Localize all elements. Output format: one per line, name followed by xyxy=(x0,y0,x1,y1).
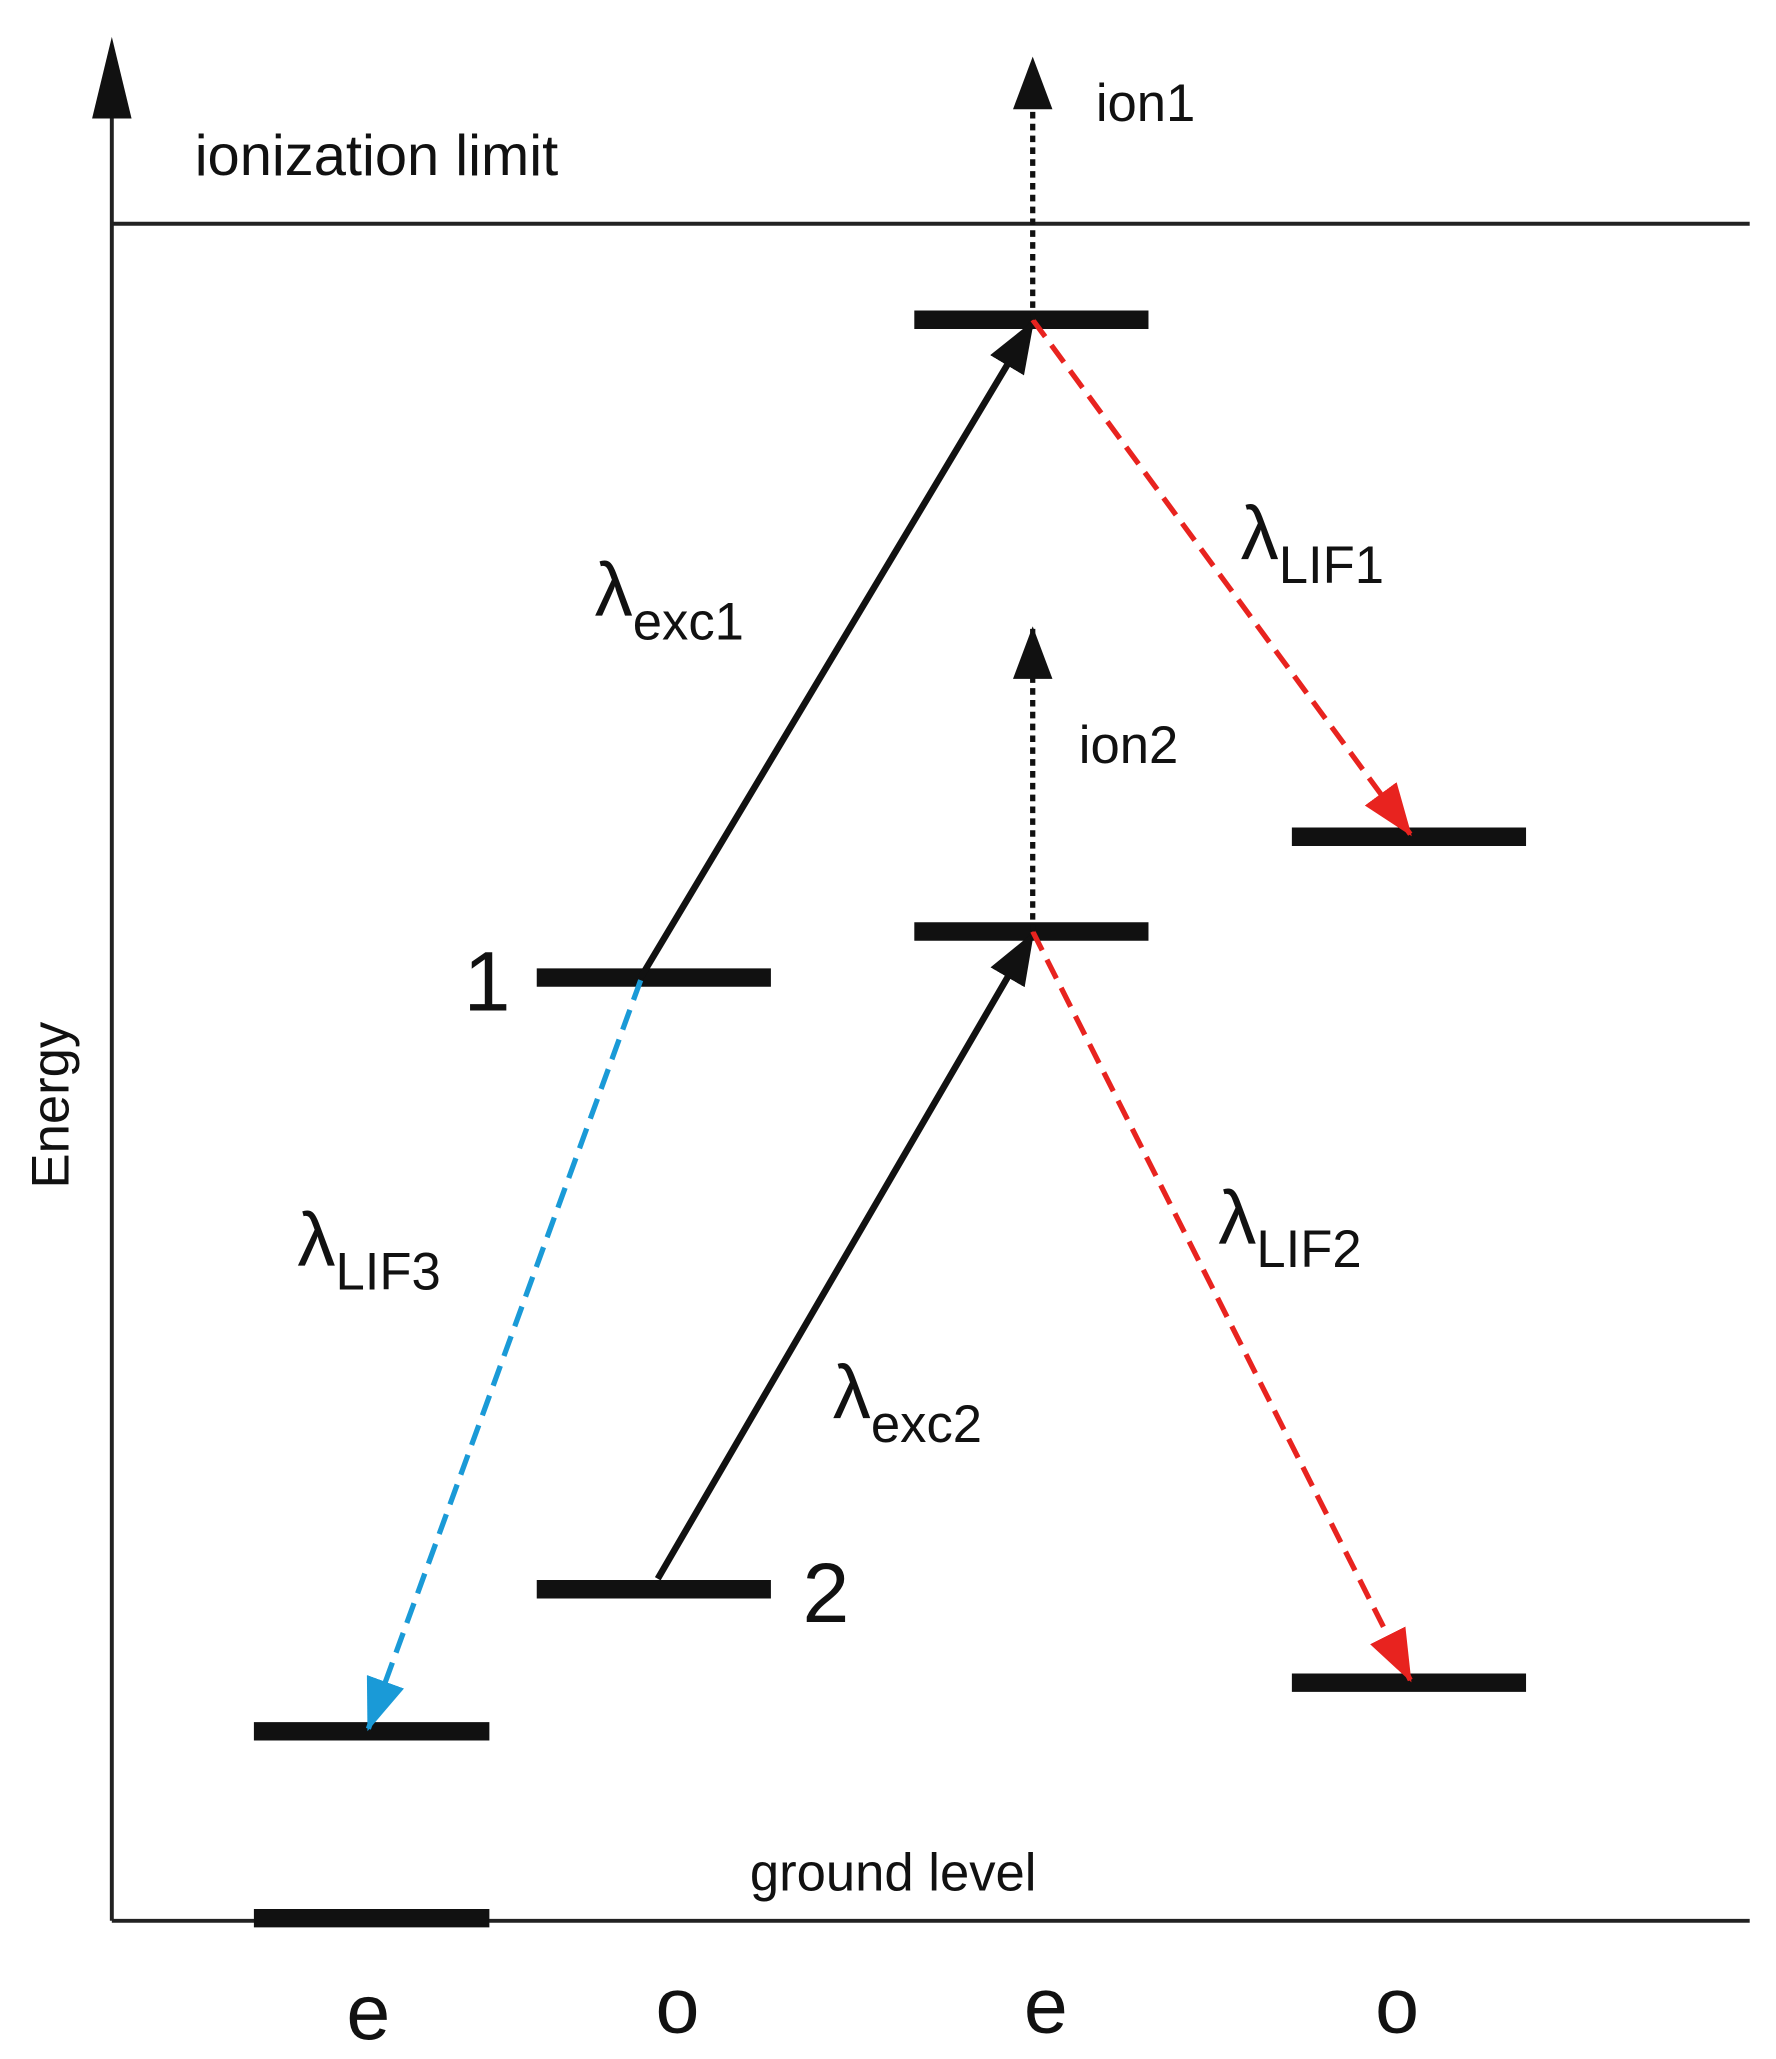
lambda: λ xyxy=(833,1350,871,1435)
transition-label: λLIF3 xyxy=(297,1198,440,1302)
excitation-arrow xyxy=(654,931,1036,1581)
transition-label: λLIF2 xyxy=(1218,1175,1361,1279)
parity-label: o xyxy=(1375,1962,1419,2050)
subscript: LIF2 xyxy=(1256,1220,1361,1279)
lambda: λ xyxy=(297,1198,335,1283)
parity-label: e xyxy=(346,1968,390,2056)
fluorescence-arrow xyxy=(1030,318,1413,837)
axis-label: Energy xyxy=(21,1021,80,1188)
subscript: exc1 xyxy=(633,592,744,651)
ionization-label: ion2 xyxy=(1079,716,1178,775)
axis-arrowhead xyxy=(92,36,132,119)
ionization-label: ion1 xyxy=(1096,74,1195,133)
subscript: LIF1 xyxy=(1279,536,1384,595)
fluorescence-arrow xyxy=(365,979,644,1732)
excitation-arrow xyxy=(637,320,1036,980)
level-label: 2 xyxy=(802,1546,849,1640)
ground-level-label: ground level xyxy=(750,1844,1037,1903)
fluorescence-arrow xyxy=(1030,930,1413,1683)
subscript: LIF3 xyxy=(335,1242,440,1301)
transition-label: λexc1 xyxy=(595,548,744,652)
level-label: 1 xyxy=(464,934,511,1028)
parity-label: e xyxy=(1024,1962,1068,2050)
parity-label: o xyxy=(656,1962,700,2050)
lambda: λ xyxy=(1241,491,1279,576)
transition-label: λexc2 xyxy=(833,1350,982,1454)
lambda: λ xyxy=(1218,1175,1256,1260)
transition-label: λLIF1 xyxy=(1241,491,1384,595)
ionization-limit-label: ionization limit xyxy=(195,124,558,188)
lambda: λ xyxy=(595,548,633,633)
subscript: exc2 xyxy=(871,1395,982,1454)
